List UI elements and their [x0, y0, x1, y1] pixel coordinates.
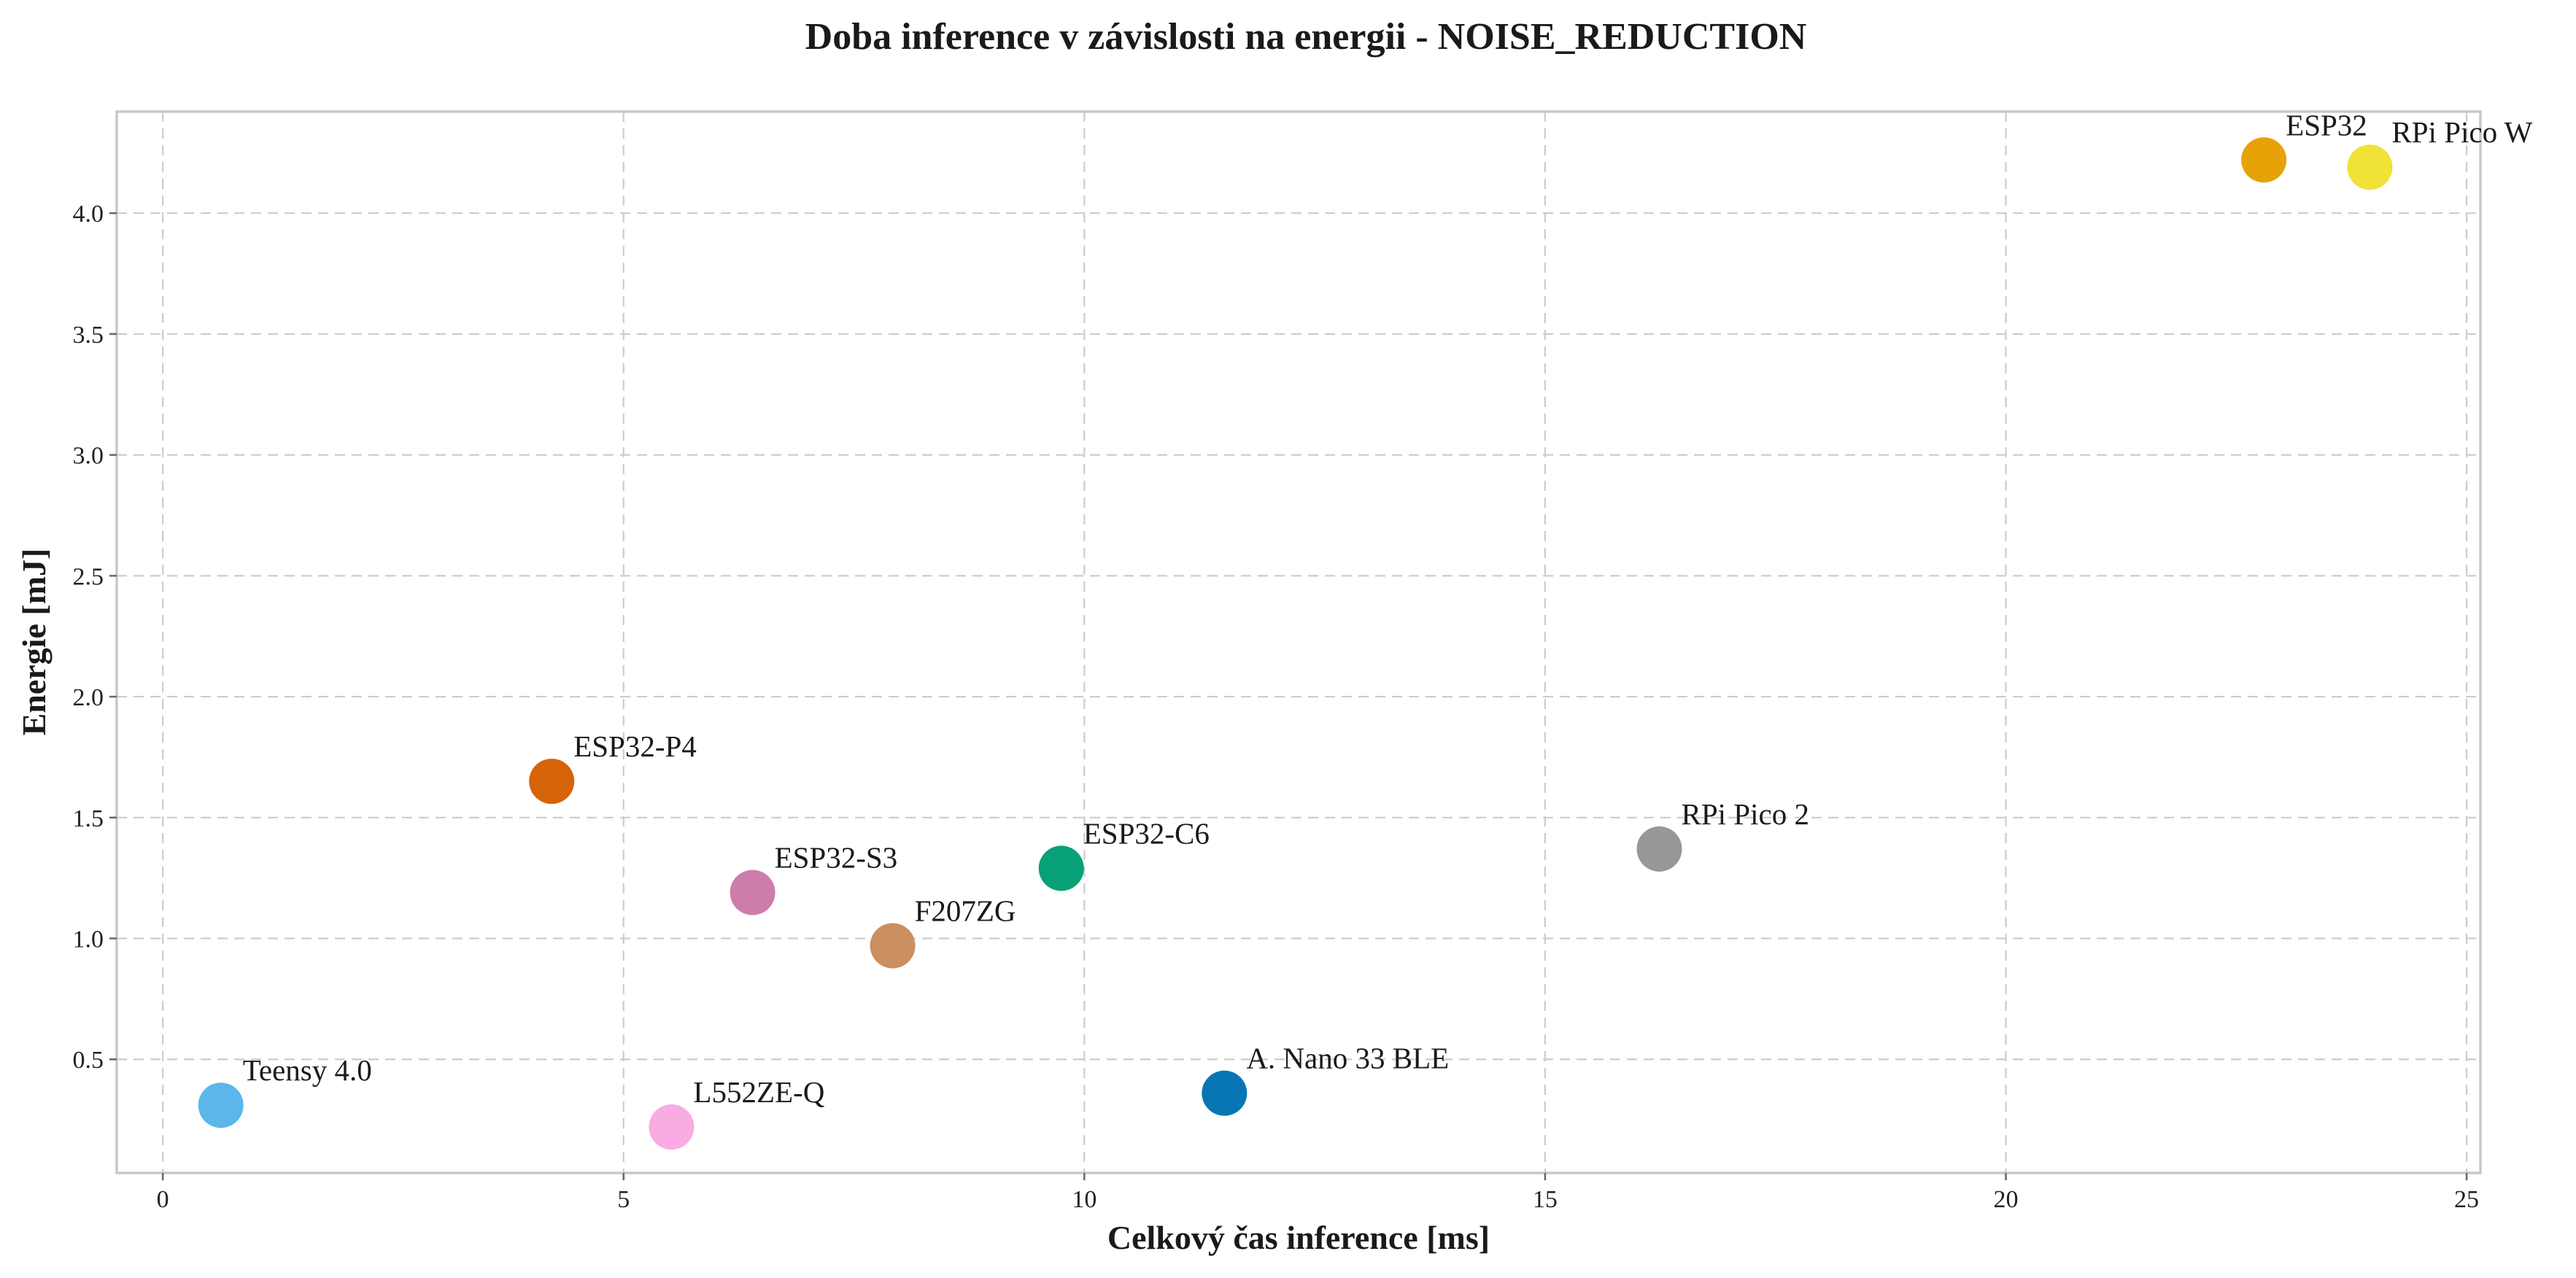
data-point	[1202, 1070, 1248, 1116]
data-point	[870, 923, 916, 969]
x-tick-label: 15	[1533, 1186, 1558, 1213]
data-point-label: ESP32-S3	[775, 841, 898, 875]
axis-ticks: 0 5 10 15 20 25 0.5 1.0 1.5 2.0 2.5 3.0 3.5 4.0	[73, 201, 2480, 1213]
data-point	[1038, 845, 1084, 891]
data-points: Teensy 4.0 ESP32-P4 L552ZE-Q ESP32-S3 F207ZG…	[198, 108, 2533, 1150]
y-tick-label: 4.0	[73, 201, 104, 228]
y-tick-label: 2.5	[73, 563, 104, 590]
y-tick-label: 3.0	[73, 443, 104, 470]
y-tick-label: 0.5	[73, 1047, 104, 1074]
x-axis-title: Celkový čas inference [ms]	[1107, 1219, 1490, 1256]
plot-frame	[115, 110, 2482, 1174]
data-point-label: F207ZG	[915, 894, 1016, 927]
data-point-label: RPi Pico W	[2391, 115, 2532, 149]
data-point	[649, 1104, 695, 1150]
data-point	[529, 759, 575, 805]
data-point-label: L552ZE-Q	[693, 1075, 824, 1109]
x-tick-label: 25	[2454, 1186, 2479, 1213]
y-tick-label: 1.0	[73, 926, 104, 953]
data-point	[730, 870, 775, 915]
data-point	[2347, 144, 2393, 190]
data-point	[198, 1083, 244, 1128]
y-axis-title: Energie [mJ]	[15, 549, 53, 736]
x-tick-label: 10	[1072, 1186, 1096, 1213]
y-tick-label: 2.0	[73, 684, 104, 711]
data-point-label: A. Nano 33 BLE	[1246, 1042, 1449, 1075]
y-tick-label: 3.5	[73, 322, 104, 349]
data-point	[1636, 826, 1682, 872]
x-tick-label: 20	[1993, 1186, 2018, 1213]
grid-lines	[117, 112, 2480, 1173]
chart-title: Doba inference v závislosti na energii -…	[805, 16, 1807, 58]
x-tick-label: 5	[617, 1186, 630, 1213]
data-point-label: ESP32-P4	[573, 729, 697, 763]
data-point-label: ESP32-C6	[1083, 816, 1210, 850]
data-point-label: ESP32	[2286, 108, 2367, 142]
y-tick-label: 1.5	[73, 805, 104, 832]
x-tick-label: 0	[157, 1186, 169, 1213]
data-point-label: Teensy 4.0	[243, 1053, 372, 1087]
data-point-label: RPi Pico 2	[1682, 797, 1809, 831]
data-point	[2241, 137, 2287, 183]
